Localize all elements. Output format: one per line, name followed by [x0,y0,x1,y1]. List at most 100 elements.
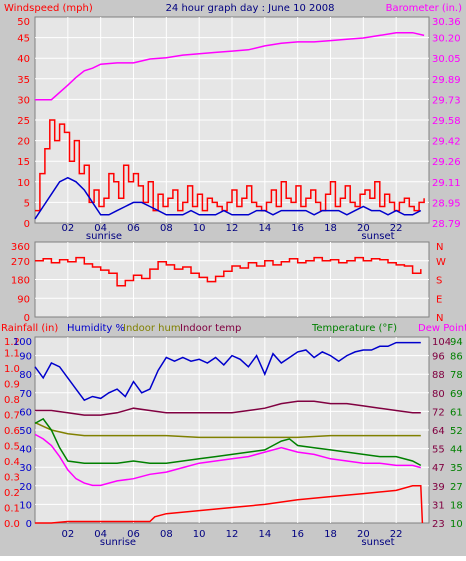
barometer-tick-label: 30.36 [432,17,461,28]
indoor-temp-ticks: 23 31 39 47 55 64 72 80 88 96 104 [432,337,451,530]
climate-x-ticks: 02 04 06 08 10 12 14 16 18 20 22 [61,529,402,540]
rainfall-tick-label: 0.3 [4,473,20,484]
barometer-tick-label: 29.58 [432,116,461,127]
indoor-temp-tick-label: 31 [432,500,445,511]
windspeed-tick-label: 10 [17,178,30,189]
humidity-tick-label: 20 [19,482,32,493]
temperature-tick-label: 69 [450,389,463,400]
windspeed-tick-label: 15 [17,157,30,168]
rainfall-tick-label: 1.1 [4,349,20,360]
windspeed-axis-title: Windspeed (mph) [4,3,93,14]
sunrise-label-top: sunrise [86,231,122,242]
x-tick-label: 06 [127,529,140,540]
rainfall-ticks: 0.0 0.1 0.2 0.3 0.4 0.5 0.6 0.7 0.8 0.9 1.0 1.11.2 [4,337,20,530]
barometer-tick-label: 30.05 [432,54,461,65]
barometer-axis-title: Barometer (in.) [386,3,462,14]
x-tick-label: 04 [94,223,107,234]
barometer-tick-label: 28.79 [432,219,461,230]
windspeed-tick-label: 20 [17,137,30,148]
barometer-tick-label: 28.95 [432,198,461,209]
direction-degree-tick-label: 270 [11,257,30,268]
rainfall-in-line [35,485,424,524]
indoor-temp-tick-label: 47 [432,463,445,474]
climate-series [34,341,424,524]
rainfall-tick-label: 0.6 [4,426,20,437]
barometer-ticks: 28.79 28.95 29.11 29.26 29.42 29.58 29.73 29.89… [432,17,461,230]
temperature-tick-label: 94 [450,337,463,348]
temperature-tick-label: 44 [450,445,463,456]
rainfall-axis-title: Rainfall (in) [1,323,58,334]
barometer-in-line [35,31,425,101]
windspeed-tick-label: 25 [17,116,30,127]
indoor-hum-label: Indoor hum [123,323,181,334]
direction-compass-tick-label: S [436,276,442,287]
x-tick-label: 08 [160,223,173,234]
rainfall-tick-label: 0.5 [4,442,20,453]
humidity-axis-title: Humidity % [67,323,125,334]
direction-degree-tick-label: 360 [11,242,30,253]
indoor-temp-tick-label: 72 [432,407,445,418]
windspeed-tick-label: 5 [24,198,30,209]
temperature-axis-title: Temperature (°F) [311,323,397,334]
direction-degree-tick-label: 180 [11,276,30,287]
x-tick-label: 12 [226,223,239,234]
x-tick-label: 08 [160,529,173,540]
direction-compass-tick-label: N [436,313,443,324]
temperature-tick-label: 78 [450,370,463,381]
x-tick-label: 14 [258,223,271,234]
x-tick-label: 10 [193,529,206,540]
x-tick-label: 16 [291,223,304,234]
indoor-temp-tick-label: 64 [432,426,445,437]
windspeed-mph-line [35,119,425,212]
humidity-tick-label: 40 [19,445,32,456]
temperature-tick-label: 10 [450,519,463,530]
x-tick-label: 22 [390,223,403,234]
indoor-temp-tick-label: 104 [432,337,451,348]
x-tick-label: 14 [258,529,271,540]
barometer-tick-label: 29.73 [432,95,461,106]
x-tick-label: 02 [61,223,74,234]
temperature-tick-label: 86 [450,352,463,363]
wind-series [34,31,425,220]
indoor-temp-tick-label: 39 [432,482,445,493]
indoor-temp-tick-label: 23 [432,519,445,530]
temperature-tick-label: 27 [450,482,463,493]
windspeed-ticks: 0 5 10 15 20 25 30 35 40 45 50 [17,17,30,230]
rainfall-tick-label: 0.8 [4,395,20,406]
windspeed-tick-label: 30 [17,95,30,106]
windspeed-tick-label: 40 [17,54,30,65]
humidity-tick-label: 80 [19,370,32,381]
barometer-tick-label: 29.26 [432,157,461,168]
humidity-tick-label: 90 [19,352,32,363]
barometer-tick-label: 29.42 [432,137,461,148]
direction-series [35,256,422,287]
direction-degree-ticks: 0 90 180 270 360 [11,242,30,324]
humidity-tick-label: 50 [19,426,32,437]
x-tick-label: 20 [357,223,370,234]
indoor-hum-line [34,421,421,439]
direction-compass-tick-label: W [436,257,446,268]
rainfall-tick-label: 1.0 [4,364,20,375]
rainfall-tick-label: 0.2 [4,488,20,499]
humidity-tick-label: 70 [19,389,32,400]
indoor-temp-tick-label: 88 [432,370,445,381]
direction-compass-tick-label: N [436,242,443,253]
rainfall-tick-label: 0.7 [4,411,20,422]
humidity-tick-label: 100 [13,337,32,348]
humidity-tick-label: 30 [19,463,32,474]
temperature-ticks: 10 18 27 35 44 52 61 69 78 86 94 [450,337,463,530]
humidity-tick-label: 60 [19,407,32,418]
chart-title: 24 hour graph day : June 10 2008 [166,3,335,14]
x-tick-label: 02 [61,529,74,540]
rainfall-tick-label: 0.4 [4,457,20,468]
humidity-tick-label: 10 [19,500,32,511]
indoor-temp-label: Indoor temp [180,323,241,334]
sunset-label-bottom: sunset [361,537,394,548]
x-tick-label: 10 [193,223,206,234]
windspeed-tick-label: 0 [24,219,30,230]
direction-compass-tick-label: E [436,294,442,305]
barometer-tick-label: 29.11 [432,178,461,189]
